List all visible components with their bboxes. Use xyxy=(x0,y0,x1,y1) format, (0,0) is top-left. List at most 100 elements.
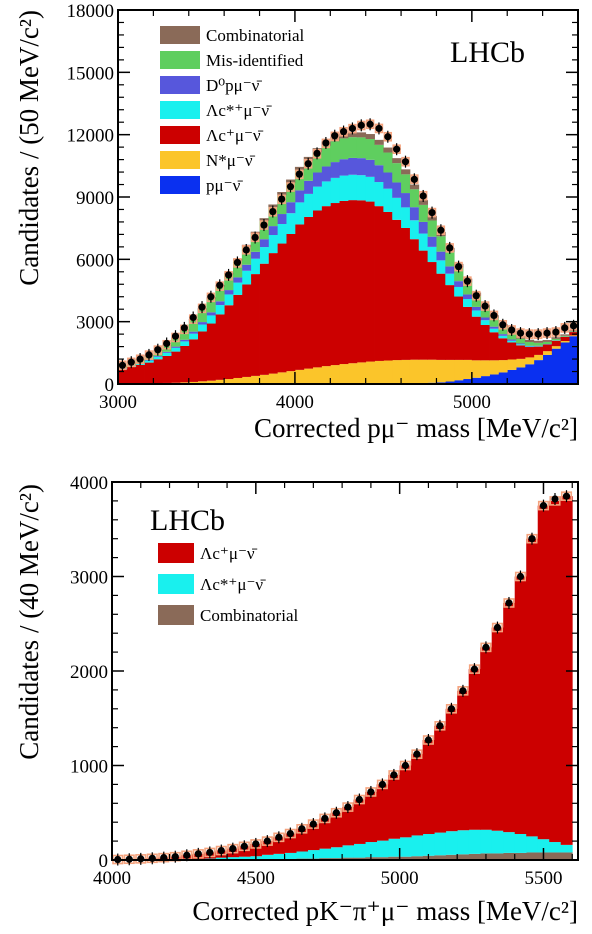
bar xyxy=(507,340,517,343)
y-tick-label: 4000 xyxy=(70,473,108,494)
ylabel-top: Candidates / (50 MeV/c²) xyxy=(14,10,44,286)
bar xyxy=(457,690,470,831)
bar xyxy=(348,363,358,384)
bar xyxy=(524,347,535,358)
bar xyxy=(342,807,355,846)
data-point xyxy=(348,124,357,133)
bar xyxy=(188,333,199,340)
bar xyxy=(411,856,424,860)
data-point xyxy=(216,281,224,289)
bar xyxy=(383,152,393,173)
data-point xyxy=(313,149,321,157)
bar xyxy=(215,314,225,380)
bar xyxy=(549,842,562,853)
bar xyxy=(401,359,411,384)
bar xyxy=(224,305,234,380)
bar xyxy=(445,854,458,860)
bar xyxy=(533,354,544,361)
data-point xyxy=(224,271,233,279)
data-point xyxy=(393,145,401,153)
bar xyxy=(259,374,269,384)
bar xyxy=(197,331,207,382)
bar xyxy=(224,274,234,291)
bar xyxy=(330,812,343,848)
legend-swatch-combinatorial xyxy=(160,26,200,44)
data-point xyxy=(207,293,215,301)
bar xyxy=(356,132,367,138)
bar xyxy=(399,837,412,857)
data-point xyxy=(424,736,433,744)
series-c xyxy=(118,200,579,384)
data-point xyxy=(551,495,559,503)
bar xyxy=(551,337,561,339)
legend-label-combinatorial: Combinatorial xyxy=(206,26,304,45)
bar xyxy=(533,342,544,346)
bar xyxy=(516,338,526,344)
bar xyxy=(409,359,420,384)
data-point xyxy=(472,292,480,300)
bar xyxy=(179,330,190,340)
bar xyxy=(215,286,225,302)
y-tick-label: 12000 xyxy=(67,126,115,147)
bar xyxy=(353,799,366,844)
data-point xyxy=(194,850,202,858)
bar xyxy=(498,335,508,339)
bar xyxy=(171,347,181,352)
bar xyxy=(294,190,305,203)
bar xyxy=(303,180,314,194)
bar xyxy=(533,346,544,355)
bar xyxy=(480,376,490,384)
bar xyxy=(259,247,269,264)
xlabel-bottom: Corrected pK⁻π⁺μ⁻ mass [MeV/c²] xyxy=(192,896,578,926)
bar xyxy=(514,576,527,835)
data-point xyxy=(493,623,502,632)
bar xyxy=(480,317,490,321)
bar xyxy=(356,200,367,363)
x-tick-label: 5500 xyxy=(524,868,562,889)
data-point xyxy=(357,121,365,129)
bar xyxy=(188,339,199,382)
bar xyxy=(516,345,526,359)
data-point xyxy=(260,221,268,229)
bar xyxy=(542,354,552,384)
bar xyxy=(418,200,429,205)
bar xyxy=(259,239,269,248)
x-tick-label: 4500 xyxy=(237,868,275,889)
bar xyxy=(454,286,464,297)
bar xyxy=(463,294,473,300)
data-point xyxy=(384,133,392,141)
bar xyxy=(411,835,424,857)
bar xyxy=(409,189,420,208)
bar xyxy=(330,177,340,204)
bar xyxy=(312,186,322,211)
data-point xyxy=(136,355,144,363)
bar xyxy=(383,172,393,189)
data-point xyxy=(206,848,214,857)
bar xyxy=(241,284,252,377)
bar xyxy=(268,226,278,236)
bar xyxy=(480,307,490,318)
data-point xyxy=(459,687,467,695)
bar xyxy=(215,301,225,306)
bar xyxy=(392,182,402,198)
bar xyxy=(294,202,305,225)
bar xyxy=(560,336,570,341)
bar xyxy=(418,204,429,222)
bar xyxy=(294,224,305,370)
bar xyxy=(454,359,464,381)
bar xyxy=(436,260,446,274)
bar xyxy=(537,505,550,840)
bar xyxy=(312,210,322,368)
bar xyxy=(551,348,561,384)
bar xyxy=(250,251,260,259)
data-point xyxy=(286,183,295,191)
legend-label-d0p: D⁰pμ⁻ν̄ xyxy=(206,76,262,95)
bar xyxy=(118,369,128,384)
bar xyxy=(551,340,561,347)
data-point xyxy=(229,845,237,853)
x-tick-label: 5000 xyxy=(381,868,419,889)
data-point xyxy=(309,820,317,828)
data-point xyxy=(552,328,560,336)
bar xyxy=(392,158,402,164)
bar xyxy=(471,310,482,317)
